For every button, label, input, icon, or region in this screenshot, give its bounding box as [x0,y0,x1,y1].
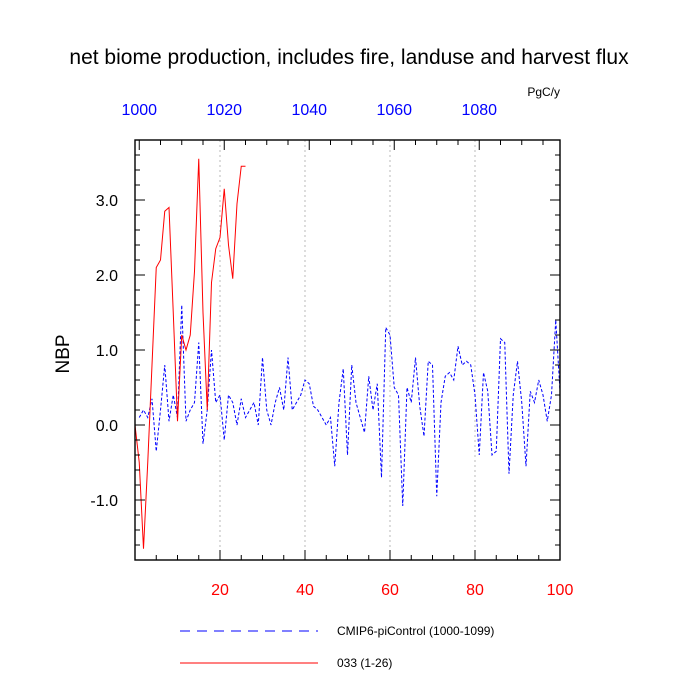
x-tick-label: 40 [296,582,314,599]
series-line-cmip6-picontrol [138,304,560,507]
top-tick-label: 1080 [461,102,497,119]
y-tick-label: 2.0 [96,268,118,285]
top-tick-label: 1060 [376,102,412,119]
y-tick-label: 0.0 [96,418,118,435]
chart-title: net biome production, includes fire, lan… [69,46,629,69]
grid [219,140,476,560]
units-label: PgC/y [527,85,560,99]
y-tick-label: 3.0 [96,193,118,210]
x-tick-label: 20 [211,582,229,599]
legend-label-cmip6-picontrol: CMIP6-piControl (1000-1099) [337,624,494,638]
legend: CMIP6-piControl (1000-1099) 033 (1-26) [180,624,494,670]
plot-frame [134,139,561,561]
series-layer [135,158,560,549]
axes: -1.0 0.0 1.0 2.0 3.0 20 40 60 80 100 1000 1020 1040 1… [90,102,573,599]
y-axis-label: NBP [53,334,74,373]
x-tick-label: 60 [381,582,399,599]
top-tick-label: 1040 [291,102,327,119]
legend-label-033: 033 (1-26) [337,656,392,670]
y-tick-label: -1.0 [90,493,118,510]
x-tick-label: 100 [547,582,574,599]
top-tick-label: 1020 [206,102,242,119]
top-tick-label: 1000 [121,102,157,119]
x-tick-label: 80 [466,582,484,599]
y-tick-label: 1.0 [96,343,118,360]
series-line-033 [135,158,246,549]
